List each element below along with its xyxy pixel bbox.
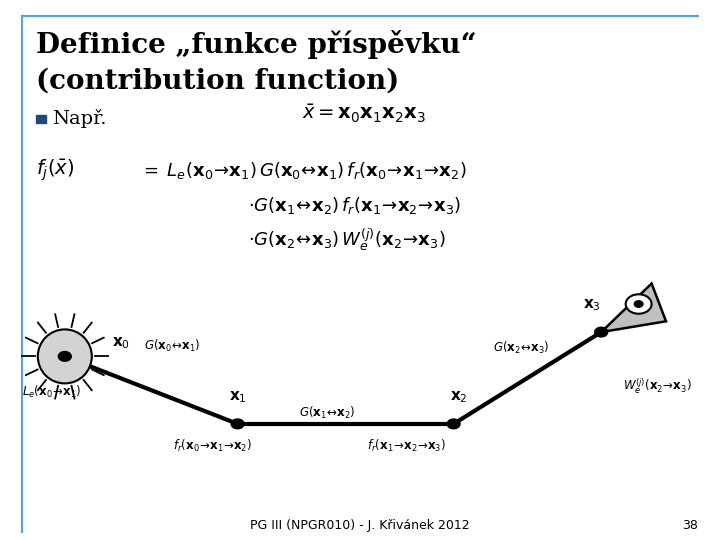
Text: $f_r(\mathbf{x}_1 \!\to\! \mathbf{x}_2 \!\to\! \mathbf{x}_3)$: $f_r(\mathbf{x}_1 \!\to\! \mathbf{x}_2 \… (367, 437, 446, 454)
Polygon shape (601, 284, 666, 332)
Text: $f_r(\mathbf{x}_0 \!\to\! \mathbf{x}_1 \!\to\! \mathbf{x}_2)$: $f_r(\mathbf{x}_0 \!\to\! \mathbf{x}_1 \… (173, 437, 252, 454)
Circle shape (595, 327, 608, 337)
Ellipse shape (37, 329, 92, 383)
Circle shape (231, 419, 244, 429)
Text: $G(\mathbf{x}_1 \!\leftrightarrow\! \mathbf{x}_2)$: $G(\mathbf{x}_1 \!\leftrightarrow\! \mat… (300, 405, 356, 421)
Circle shape (58, 352, 71, 361)
Text: $\mathbf{x}_3$: $\mathbf{x}_3$ (583, 297, 601, 313)
Text: $G(\mathbf{x}_0 \!\leftrightarrow\! \mathbf{x}_1)$: $G(\mathbf{x}_0 \!\leftrightarrow\! \mat… (144, 338, 200, 354)
Text: $\cdot G(\mathbf{x}_2 \!\leftrightarrow\! \mathbf{x}_3)\,W_e^{(j)}(\mathbf{x}_2 : $\cdot G(\mathbf{x}_2 \!\leftrightarrow\… (248, 227, 446, 253)
Text: $\bar{x} = \mathbf{x}_0\mathbf{x}_1\mathbf{x}_2\mathbf{x}_3$: $\bar{x} = \mathbf{x}_0\mathbf{x}_1\math… (302, 102, 427, 125)
Text: Např.: Např. (52, 109, 107, 129)
Text: $\mathbf{x}_1$: $\mathbf{x}_1$ (229, 389, 247, 405)
Text: PG III (NPGR010) - J. Křivánek 2012: PG III (NPGR010) - J. Křivánek 2012 (250, 519, 470, 532)
Text: 38: 38 (683, 519, 698, 532)
Text: $\cdot G(\mathbf{x}_1 \!\leftrightarrow\! \mathbf{x}_2)\,f_r(\mathbf{x}_1 \!\to\: $\cdot G(\mathbf{x}_1 \!\leftrightarrow\… (248, 195, 462, 215)
Text: $= \; L_e(\mathbf{x}_0 \!\to\! \mathbf{x}_1)\,G(\mathbf{x}_0 \!\leftrightarrow\!: $= \; L_e(\mathbf{x}_0 \!\to\! \mathbf{x… (140, 160, 467, 180)
Text: $G(\mathbf{x}_2 \!\leftrightarrow\! \mathbf{x}_3)$: $G(\mathbf{x}_2 \!\leftrightarrow\! \mat… (493, 340, 549, 356)
Bar (36, 115, 46, 123)
Circle shape (634, 301, 643, 307)
Circle shape (626, 294, 652, 314)
Text: $W_e^{(j)}(\mathbf{x}_2 \!\to\! \mathbf{x}_3)$: $W_e^{(j)}(\mathbf{x}_2 \!\to\! \mathbf{… (623, 376, 692, 396)
Text: $\mathbf{x}_0$: $\mathbf{x}_0$ (112, 335, 130, 351)
Text: $\mathbf{x}_2$: $\mathbf{x}_2$ (450, 389, 468, 405)
Text: Definice „funkce příspěvku“: Definice „funkce příspěvku“ (36, 30, 477, 59)
Text: (contribution function): (contribution function) (36, 68, 400, 94)
Text: $L_e(\mathbf{x}_0 \!\to\! \mathbf{x}_1)$: $L_e(\mathbf{x}_0 \!\to\! \mathbf{x}_1)$ (22, 383, 81, 400)
Circle shape (447, 419, 460, 429)
Text: $f_j(\bar{x})$: $f_j(\bar{x})$ (36, 157, 74, 183)
